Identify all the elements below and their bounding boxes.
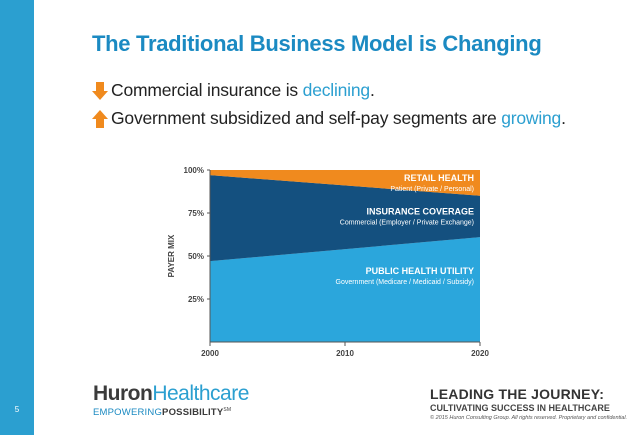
x-tick-label: 2010 (336, 349, 354, 358)
payer-mix-chart: PUBLIC HEALTH UTILITY Government (Medicar… (167, 166, 489, 358)
bullet-highlight: declining (302, 80, 370, 100)
bullet-commercial-insurance: Commercial insurance is declining. (92, 80, 375, 101)
tagline-possibility: POSSIBILITY (162, 407, 224, 419)
bullet-suffix: . (561, 108, 566, 128)
y-tick-label: 75% (188, 209, 204, 218)
slide-number: 5 (14, 405, 20, 414)
left-accent-bar (0, 0, 34, 435)
y-tick-label: 50% (188, 252, 204, 261)
bullet-highlight: growing (501, 108, 562, 128)
x-tick-label: 2000 (201, 349, 219, 358)
logo-huron-text: Huron (93, 382, 153, 405)
area-series-public-health-utility (210, 237, 480, 342)
y-tick-label: 25% (188, 295, 204, 304)
slide-title: The Traditional Business Model is Changi… (92, 31, 542, 56)
y-axis-label: PAYER MIX (167, 234, 176, 277)
bullet-text: Commercial insurance is (111, 80, 303, 100)
series-sublabel: Government (Medicare / Medicaid / Subsid… (336, 279, 475, 286)
footer-tagline-block: LEADING THE JOURNEY: CULTIVATING SUCCESS… (430, 386, 630, 421)
series-sublabel: Patient (Private / Personal) (390, 186, 474, 193)
bullet-text: Government subsidized and self-pay segme… (111, 108, 502, 128)
logo-healthcare-text: Healthcare (152, 382, 249, 405)
huron-logo: HuronHealthcare EMPOWERINGPOSSIBILITYSM (93, 382, 249, 418)
down-arrow-icon (92, 81, 108, 100)
tagline-service-mark: SM (223, 407, 232, 413)
series-label: RETAIL HEALTH (404, 173, 474, 183)
area-series-insurance-coverage (210, 175, 480, 262)
footer-subheadline: CULTIVATING SUCCESS IN HEALTHCARE (430, 403, 610, 413)
series-label: PUBLIC HEALTH UTILITY (366, 266, 474, 276)
footer-copyright: © 2015 Huron Consulting Group. All right… (430, 415, 628, 421)
series-sublabel: Commercial (Employer / Private Exchange) (340, 219, 474, 226)
up-arrow-icon (92, 109, 108, 128)
bullet-government-self-pay: Government subsidized and self-pay segme… (92, 108, 566, 129)
x-tick-label: 2020 (471, 349, 489, 358)
series-label: INSURANCE COVERAGE (366, 206, 474, 216)
footer-headline: LEADING THE JOURNEY: (430, 386, 605, 402)
y-tick-label: 100% (184, 166, 204, 175)
area-series-retail-health (210, 170, 480, 196)
tagline-empowering: EMPOWERING (93, 407, 163, 419)
bullet-suffix: . (369, 80, 375, 100)
